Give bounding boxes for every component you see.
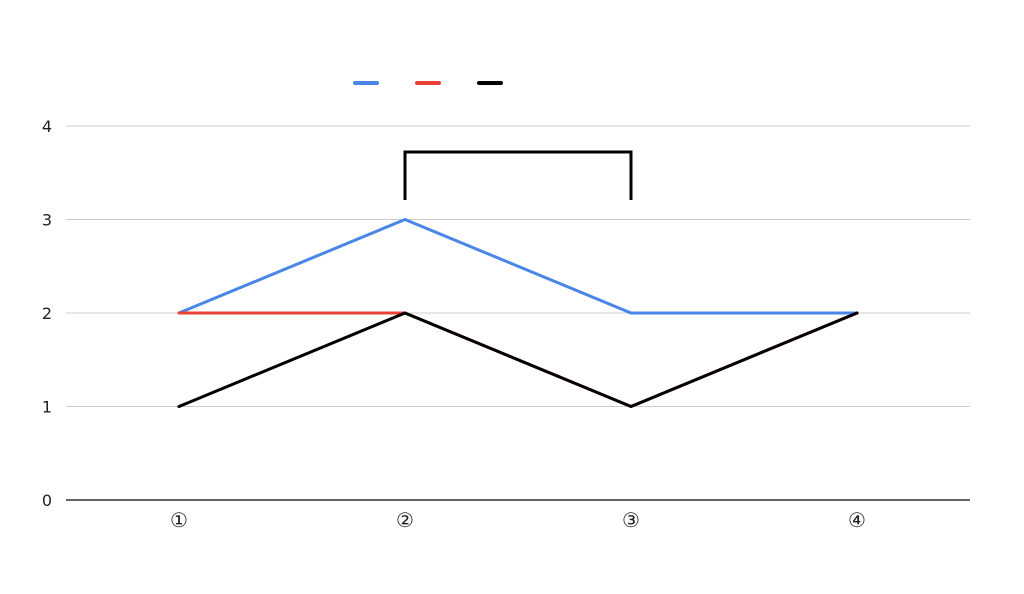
x-tick-label: ② <box>396 508 414 532</box>
x-axis-ticks: ① ② ③ ④ <box>170 508 866 532</box>
y-tick-label: 4 <box>42 117 52 136</box>
y-tick-label: 0 <box>42 491 52 510</box>
series-line-2 <box>178 311 858 408</box>
y-tick-label: 2 <box>42 304 52 323</box>
y-tick-label: 3 <box>42 211 52 230</box>
data-point <box>629 405 633 408</box>
x-tick-label: ① <box>170 508 188 532</box>
x-tick-label: ③ <box>622 508 640 532</box>
data-point <box>629 311 633 315</box>
data-point <box>403 218 407 221</box>
y-axis-ticks: 0 1 2 3 4 <box>42 117 52 510</box>
significance-bracket <box>403 150 633 200</box>
y-tick-label: 1 <box>42 398 52 417</box>
data-point <box>403 311 407 315</box>
data-point <box>177 405 181 408</box>
bracket-line <box>403 150 633 200</box>
data-point <box>855 311 859 315</box>
data-point <box>177 311 181 315</box>
x-tick-label: ④ <box>848 508 866 532</box>
series-lines <box>177 218 859 408</box>
series-line-0 <box>178 218 857 315</box>
